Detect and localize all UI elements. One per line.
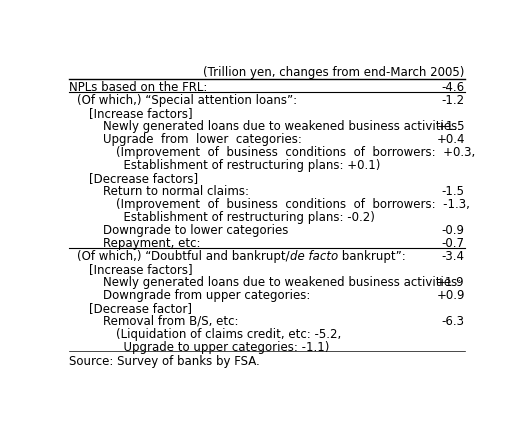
Text: +1.9: +1.9 — [436, 276, 465, 289]
Text: Newly generated loans due to weakened business activities:: Newly generated loans due to weakened bu… — [104, 120, 462, 133]
Text: [Increase factors]: [Increase factors] — [90, 263, 193, 276]
Text: Establishment of restructuring plans: -0.2): Establishment of restructuring plans: -0… — [116, 211, 375, 224]
Text: (Liquidation of claims credit, etc: -5.2,: (Liquidation of claims credit, etc: -5.2… — [116, 328, 341, 341]
Text: -1.5: -1.5 — [442, 185, 465, 198]
Text: -3.4: -3.4 — [442, 250, 465, 263]
Text: Establishment of restructuring plans: +0.1): Establishment of restructuring plans: +0… — [116, 159, 380, 172]
Text: Downgrade to lower categories: Downgrade to lower categories — [104, 224, 289, 237]
Text: -6.3: -6.3 — [442, 315, 465, 328]
Text: Return to normal claims:: Return to normal claims: — [104, 185, 250, 198]
Text: Repayment, etc:: Repayment, etc: — [104, 237, 201, 250]
Text: -0.7: -0.7 — [442, 237, 465, 250]
Text: [Decrease factor]: [Decrease factor] — [90, 302, 192, 315]
Text: (Of which,) “Special attention loans”:: (Of which,) “Special attention loans”: — [77, 94, 297, 108]
Text: bankrupt”:: bankrupt”: — [338, 250, 406, 263]
Text: (Improvement  of  business  conditions  of  borrowers:  -1.3,: (Improvement of business conditions of b… — [116, 198, 469, 211]
Text: (Trillion yen, changes from end-March 2005): (Trillion yen, changes from end-March 20… — [204, 66, 465, 79]
Text: (Improvement  of  business  conditions  of  borrowers:  +0.3,: (Improvement of business conditions of b… — [116, 146, 475, 159]
Text: [Increase factors]: [Increase factors] — [90, 108, 193, 120]
Text: [Decrease factors]: [Decrease factors] — [90, 172, 199, 185]
Text: NPLs based on the FRL:: NPLs based on the FRL: — [69, 82, 207, 94]
Text: +1.5: +1.5 — [437, 120, 465, 133]
Text: (Of which,) “Doubtful and bankrupt/: (Of which,) “Doubtful and bankrupt/ — [77, 250, 290, 263]
Text: Upgrade  from  lower  categories:: Upgrade from lower categories: — [104, 133, 302, 146]
Text: -1.2: -1.2 — [442, 94, 465, 108]
Text: +0.9: +0.9 — [437, 289, 465, 302]
Text: Downgrade from upper categories:: Downgrade from upper categories: — [104, 289, 311, 302]
Text: Removal from B/S, etc:: Removal from B/S, etc: — [104, 315, 239, 328]
Text: -0.9: -0.9 — [442, 224, 465, 237]
Text: -4.6: -4.6 — [442, 82, 465, 94]
Text: Source: Survey of banks by FSA.: Source: Survey of banks by FSA. — [69, 355, 260, 368]
Text: Upgrade to upper categories: -1.1): Upgrade to upper categories: -1.1) — [116, 341, 329, 354]
Text: +0.4: +0.4 — [437, 133, 465, 146]
Text: de facto: de facto — [290, 250, 338, 263]
Text: Newly generated loans due to weakened business activities:: Newly generated loans due to weakened bu… — [104, 276, 462, 289]
